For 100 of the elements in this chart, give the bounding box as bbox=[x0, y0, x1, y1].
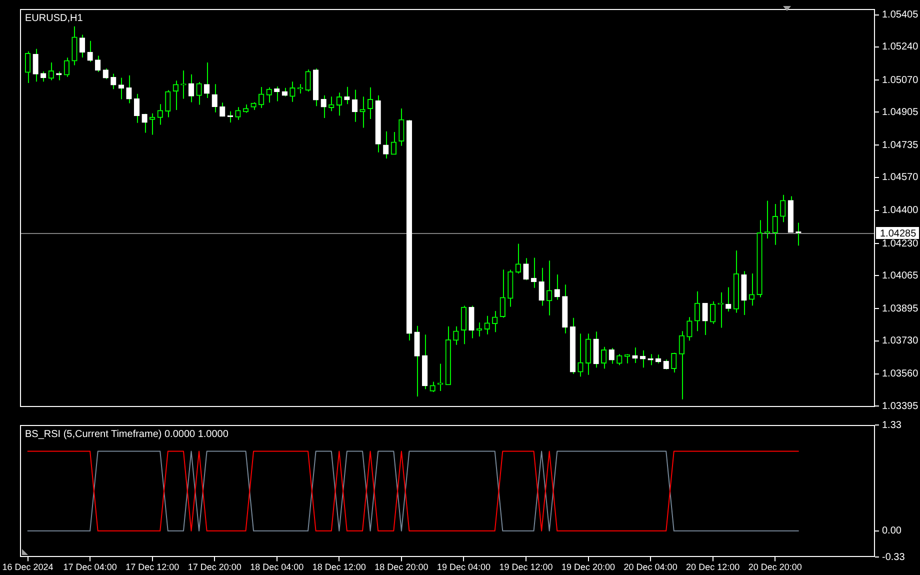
x-tick-label: 20 Dec 20:00 bbox=[748, 562, 802, 572]
candlestick bbox=[220, 102, 226, 118]
y-tick-label: 1.33 bbox=[882, 420, 902, 431]
x-tick-label: 17 Dec 12:00 bbox=[126, 562, 180, 572]
candlestick bbox=[772, 204, 778, 246]
chart-title: BS_RSI (5,Current Timeframe) 0.0000 1.0000 bbox=[25, 428, 229, 440]
candlestick bbox=[328, 96, 334, 112]
candlestick bbox=[414, 325, 420, 397]
candlestick bbox=[671, 352, 677, 374]
candlestick bbox=[492, 310, 498, 333]
candlestick bbox=[126, 74, 132, 104]
candlestick bbox=[632, 346, 638, 364]
y-tick-label: 1.05405 bbox=[882, 10, 919, 21]
y-tick-label: 1.04230 bbox=[882, 238, 919, 250]
candlestick bbox=[390, 132, 396, 155]
candlestick bbox=[748, 272, 755, 306]
candlestick bbox=[460, 305, 467, 345]
candlestick bbox=[453, 326, 459, 346]
candlestick bbox=[24, 50, 31, 84]
candlestick bbox=[258, 86, 264, 109]
candlestick bbox=[515, 243, 522, 274]
candlestick bbox=[344, 86, 350, 105]
chart-title: EURUSD,H1 bbox=[25, 12, 84, 24]
candlestick bbox=[360, 96, 366, 128]
y-tick-label: 1.03730 bbox=[882, 336, 919, 347]
y-tick-label: 1.05070 bbox=[882, 74, 919, 86]
candlestick bbox=[64, 57, 70, 78]
candlestick bbox=[290, 81, 296, 102]
candlestick bbox=[601, 346, 607, 370]
y-tick-label: 1.04400 bbox=[882, 205, 919, 216]
candlestick bbox=[383, 130, 389, 159]
candlestick bbox=[274, 86, 280, 102]
x-tick-label: 20 Dec 04:00 bbox=[624, 562, 678, 572]
x-tick-label: 17 Dec 04:00 bbox=[63, 562, 117, 572]
y-tick-label: 1.03560 bbox=[882, 368, 919, 380]
candlestick bbox=[352, 89, 358, 122]
candlestick bbox=[578, 333, 584, 378]
candlestick bbox=[150, 112, 156, 136]
candlestick bbox=[546, 260, 552, 316]
candlestick bbox=[305, 69, 311, 92]
x-tick-label: 19 Dec 12:00 bbox=[499, 562, 553, 572]
ref-line-label: 1.04285 bbox=[880, 228, 917, 240]
candlestick bbox=[686, 316, 692, 342]
candlestick bbox=[523, 258, 529, 281]
candlestick bbox=[204, 62, 210, 98]
y-tick-label: 1.05240 bbox=[882, 42, 919, 53]
x-tick-label: 18 Dec 04:00 bbox=[250, 562, 304, 572]
candlestick bbox=[585, 333, 592, 376]
x-tick-label: 19 Dec 04:00 bbox=[436, 562, 490, 572]
candlestick bbox=[336, 92, 342, 116]
candlestick bbox=[538, 267, 544, 306]
candlestick bbox=[640, 350, 646, 368]
candlestick bbox=[102, 68, 108, 80]
x-tick-label: 19 Dec 20:00 bbox=[561, 562, 616, 572]
y-tick-label: 1.04735 bbox=[882, 140, 919, 151]
candlestick bbox=[398, 108, 404, 146]
candlestick bbox=[235, 106, 241, 120]
candlestick bbox=[726, 286, 732, 312]
x-tick-label: 17 Dec 20:00 bbox=[188, 562, 242, 572]
candlestick bbox=[72, 26, 78, 66]
x-tick-label: 18 Dec 20:00 bbox=[374, 562, 428, 572]
candlestick bbox=[468, 305, 474, 339]
y-tick-label: 1.04570 bbox=[882, 172, 919, 184]
candlestick bbox=[212, 84, 218, 113]
candlestick bbox=[694, 290, 700, 332]
y-tick-label: 1.03395 bbox=[882, 400, 919, 412]
y-tick-label: 0.00 bbox=[882, 526, 902, 537]
candlestick bbox=[157, 104, 163, 126]
candlestick bbox=[320, 94, 326, 118]
candlestick bbox=[32, 48, 38, 82]
candlestick bbox=[172, 80, 179, 111]
candlestick bbox=[710, 300, 716, 324]
candlestick bbox=[484, 315, 490, 335]
candlestick bbox=[663, 359, 669, 370]
candlestick bbox=[266, 86, 272, 104]
candlestick bbox=[95, 55, 101, 73]
candlestick bbox=[87, 40, 93, 62]
candlestick bbox=[367, 86, 374, 120]
y-tick-label: 1.04905 bbox=[882, 106, 919, 118]
candlestick bbox=[196, 81, 202, 106]
y-tick-label: -0.33 bbox=[882, 552, 906, 563]
candlestick bbox=[593, 331, 599, 368]
candlestick bbox=[40, 70, 46, 82]
candlestick bbox=[118, 77, 124, 100]
x-tick-label: 18 Dec 12:00 bbox=[312, 562, 366, 572]
candlestick bbox=[702, 302, 708, 336]
candlestick bbox=[188, 74, 194, 103]
candlestick bbox=[678, 330, 685, 400]
candlestick bbox=[554, 274, 560, 300]
candlestick bbox=[48, 62, 54, 81]
candlestick bbox=[110, 73, 116, 90]
x-tick-label: 16 Dec 2024 bbox=[2, 562, 54, 572]
y-tick-label: 1.03895 bbox=[882, 303, 919, 314]
candlestick bbox=[500, 269, 506, 318]
candlestick bbox=[142, 113, 148, 134]
candlestick bbox=[165, 90, 171, 118]
candlestick bbox=[608, 348, 614, 364]
candlestick bbox=[134, 93, 140, 124]
candlestick bbox=[780, 194, 786, 223]
x-tick-label: 20 Dec 12:00 bbox=[686, 562, 740, 572]
